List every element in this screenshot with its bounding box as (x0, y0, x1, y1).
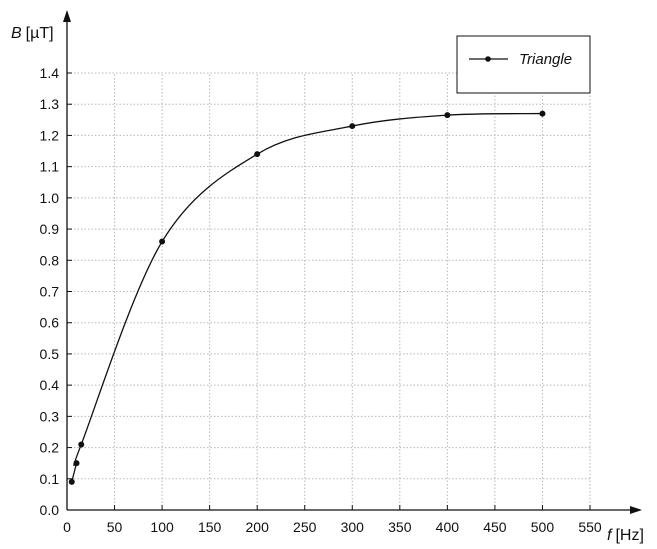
x-axis-ticks: 0 50 100 150 200 250 300 350 400 450 500 550 (63, 505, 602, 535)
x-tick-label: 550 (578, 519, 602, 535)
x-tick-label: 250 (293, 519, 317, 535)
legend-box (456, 35, 591, 94)
x-axis-label: f [Hz] (607, 527, 644, 544)
x-tick-label: 200 (246, 519, 270, 535)
x-tick-label: 50 (107, 519, 123, 535)
data-point (539, 110, 546, 117)
y-tick-label: 0.3 (40, 408, 60, 424)
y-tick-label: 0.5 (40, 346, 60, 362)
legend-label-triangle: Triangle (519, 51, 572, 68)
data-point (68, 478, 75, 485)
x-tick-label: 300 (341, 519, 365, 535)
x-tick-label: 450 (483, 519, 507, 535)
y-tick-label: 1.4 (40, 65, 60, 81)
y-tick-label: 0.9 (40, 221, 60, 237)
y-tick-label: 0.7 (40, 284, 60, 300)
x-tick-label: 0 (63, 519, 71, 535)
x-tick-label: 400 (436, 519, 460, 535)
y-tick-label: 1.0 (40, 190, 60, 206)
data-point (159, 238, 166, 245)
y-tick-label: 1.2 (40, 127, 60, 143)
x-axis-arrow (630, 506, 642, 514)
x-tick-label: 500 (531, 519, 555, 535)
y-axis-arrow (63, 10, 71, 22)
y-axis-ticks: 0.0 0.1 0.2 0.3 0.4 0.5 0.6 0.7 0.8 0.9 1.0 1.1 1.2 1… (40, 65, 72, 518)
data-point (349, 123, 356, 130)
data-point (78, 441, 85, 448)
y-tick-label: 1.3 (40, 96, 60, 112)
y-tick-label: 0.1 (40, 471, 60, 487)
y-tick-label: 0.8 (40, 252, 60, 268)
y-axis-label: B [µT] (11, 25, 54, 42)
y-tick-label: 0.6 (40, 315, 60, 331)
x-tick-label: 150 (198, 519, 222, 535)
x-tick-label: 350 (388, 519, 412, 535)
series-line (71, 112, 543, 483)
data-point (444, 112, 451, 119)
data-point (73, 460, 80, 467)
y-tick-label: 0.0 (40, 502, 60, 518)
y-tick-label: 0.2 (40, 440, 60, 456)
legend-marker-swatch (485, 56, 491, 62)
grid (67, 72, 591, 510)
series-triangle (68, 110, 546, 485)
x-tick-label: 100 (150, 519, 174, 535)
y-tick-label: 0.4 (40, 377, 60, 393)
data-point (254, 151, 261, 158)
y-tick-label: 1.1 (40, 159, 60, 175)
legend: Triangle (456, 35, 591, 94)
axes (63, 10, 642, 514)
